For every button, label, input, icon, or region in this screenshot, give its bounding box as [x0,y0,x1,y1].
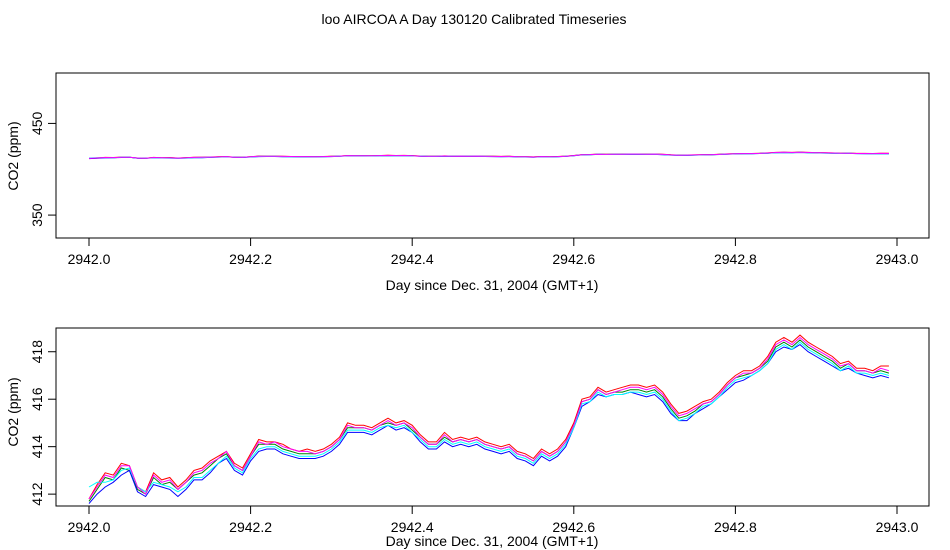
plot-frame [55,327,930,507]
axes: 2942.0 2942.2 2942.4 2942.6 2942.8 2943.0 412 4… [29,340,919,535]
x-tick-label: 2942.8 [714,251,757,267]
axes: 2942.0 2942.2 2942.4 2942.6 2942.8 2943.0 350 4… [29,112,919,267]
series-line-4 [88,341,890,493]
x-tick-label: 2942.4 [391,519,434,535]
y-tick-label: 414 [29,435,45,459]
chart-title: loo AIRCOA A Day 130120 Calibrated Times… [321,11,626,27]
x-tick-label: 2943.0 [876,251,919,267]
series-group [88,151,889,160]
y-tick-label: 416 [29,387,45,411]
x-tick-label: 2942.2 [229,519,272,535]
x-tick-label: 2942.0 [68,251,111,267]
x-tick-label: 2942.8 [714,519,757,535]
series-line-5 [88,151,889,159]
x-tick-label: 2942.4 [391,251,434,267]
x-tick-label: 2942.0 [68,519,111,535]
y-tick-label: 350 [29,203,45,227]
x-tick-label: 2942.6 [552,519,595,535]
x-axis-label: Day since Dec. 31, 2004 (GMT+1) [386,277,599,293]
panel-bottom: 2942.0 2942.2 2942.4 2942.6 2942.8 2943.0 412 4… [5,327,930,549]
series-line-1 [88,334,889,500]
series-group [88,334,890,504]
y-tick-label: 412 [29,482,45,506]
series-line-2 [88,339,890,502]
x-axis-label: Day since Dec. 31, 2004 (GMT+1) [386,533,599,549]
y-tick-label: 418 [29,340,45,364]
plot-frame [55,72,930,239]
panel-top: 2942.0 2942.2 2942.4 2942.6 2942.8 2943.0 350 4… [5,72,930,293]
x-tick-label: 2943.0 [876,519,919,535]
series-line-3 [88,343,890,504]
series-line-5 [88,336,890,500]
y-tick-label: 450 [29,112,45,136]
x-tick-label: 2942.2 [229,251,272,267]
y-axis-label: CO2 (ppm) [5,121,21,190]
x-tick-label: 2942.6 [552,251,595,267]
y-axis-label: CO2 (ppm) [5,377,21,446]
